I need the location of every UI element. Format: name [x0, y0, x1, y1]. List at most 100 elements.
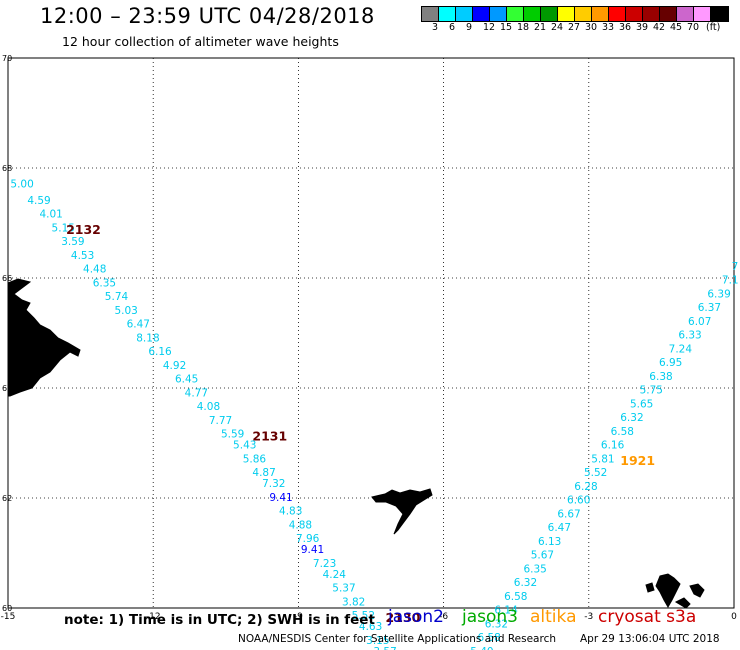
wave-height-value: 6.47: [127, 319, 150, 331]
legend-jason2: jason2: [388, 607, 444, 627]
map-frame: [7, 57, 735, 609]
color-scale-label: 27: [568, 22, 581, 33]
pass-number-label: 2132: [66, 222, 101, 237]
wave-height-value: 9.41: [301, 544, 324, 556]
wave-height-value: 5.75: [640, 385, 663, 397]
lon-tick-label: 0: [731, 612, 737, 622]
iceland-coastline: [7, 278, 81, 397]
color-scale-label: 12: [483, 22, 496, 33]
map-subtitle: 12 hour collection of altimeter wave hei…: [62, 34, 339, 49]
wave-height-value: 6.95: [659, 357, 682, 369]
color-swatch: [575, 7, 592, 21]
color-swatch: [439, 7, 456, 21]
wave-height-value: 6.07: [688, 316, 711, 328]
wave-height-value: 5.65: [630, 398, 653, 410]
lon-tick-label: -12: [146, 612, 161, 622]
wave-height-value: 6.58: [611, 426, 634, 438]
wave-height-value: 4.48: [83, 264, 106, 276]
wave-height-value: 4.59: [27, 195, 50, 207]
lat-tick-label: 68: [2, 164, 12, 173]
shetland-islands: [645, 573, 705, 609]
color-scale-label: 9: [466, 22, 473, 33]
wave-height-value: 5.03: [114, 305, 137, 317]
color-scale-label: 42: [653, 22, 666, 33]
wave-height-value: 5.43: [233, 440, 256, 452]
wave-height-value: 6.35: [93, 277, 116, 289]
color-swatch: [609, 7, 626, 21]
legend-jason3: jason3: [462, 607, 518, 627]
footer-credit: NOAA/NESDIS Center for Satellite Applica…: [238, 633, 556, 645]
wave-height-value: 4.87: [252, 467, 275, 479]
wave-height-value: 5.74: [105, 291, 129, 303]
wave-height-value: 9.41: [269, 492, 292, 504]
wave-height-value: 6.39: [707, 288, 730, 300]
color-scale-label: 6: [449, 22, 456, 33]
color-swatch: [558, 7, 575, 21]
wave-height-value: 7.23: [313, 558, 336, 570]
wave-height-value: 5.52: [352, 610, 375, 622]
wave-height-value: 7: [732, 261, 739, 273]
wave-height-value: 4.08: [197, 401, 220, 413]
wave-height-value: 7.24: [669, 343, 693, 355]
color-scale-label: (ft): [706, 22, 721, 33]
map-title: 12:00 – 23:59 UTC 04/28/2018: [40, 4, 375, 28]
faroe-islands: [371, 488, 433, 535]
color-swatch: [643, 7, 660, 21]
wave-height-value: 5.37: [332, 583, 355, 595]
pass-number-label: 2131: [252, 428, 287, 443]
wave-height-value: 7.77: [209, 415, 232, 427]
wave-height-value: 6.32: [514, 577, 537, 589]
altimeter-tracks: 5.004.594.015.153.594.534.486.355.745.03…: [10, 178, 738, 650]
color-scale-label: 15: [500, 22, 513, 33]
lon-tick-label: -3: [584, 612, 593, 622]
wave-height-value: 7.32: [262, 478, 285, 490]
pass-number-label: 2130: [386, 610, 421, 625]
wave-height-value: 5.00: [10, 178, 33, 190]
color-scale-label: 33: [602, 22, 615, 33]
color-scale-label: 70: [687, 22, 700, 33]
color-swatch: [473, 7, 490, 21]
color-scale-label: 45: [670, 22, 683, 33]
wave-height-value: 8.18: [136, 332, 159, 344]
wave-height-value: 6.35: [523, 563, 546, 575]
lat-tick-label: 60: [2, 604, 12, 613]
wave-height-value: 5.15: [52, 222, 75, 234]
wave-height-value: 5.67: [531, 550, 554, 562]
color-scale-label: 21: [534, 22, 547, 33]
wave-height-value: 5.40: [470, 646, 493, 650]
lat-tick-label: 62: [2, 494, 12, 503]
color-swatch: [456, 7, 473, 21]
wave-height-value: 6.67: [557, 508, 580, 520]
wave-height-value: 6.47: [548, 522, 571, 534]
footer-timestamp: Apr 29 13:06:04 UTC 2018: [580, 633, 720, 645]
wave-height-value: 4.63: [359, 621, 382, 633]
wave-height-value: 6.28: [574, 481, 597, 493]
wave-height-value: 7.1: [722, 275, 739, 287]
color-swatch: [524, 7, 541, 21]
color-scale-label: 36: [619, 22, 632, 33]
lat-tick-label: 64: [2, 384, 12, 393]
color-swatch: [422, 7, 439, 21]
wave-height-value: 3.57: [373, 646, 396, 650]
color-swatch: [711, 7, 728, 21]
color-swatch: [490, 7, 507, 21]
wave-height-value: 6.58: [504, 591, 527, 603]
wave-height-value: 4.77: [185, 387, 208, 399]
wave-height-value: 3.82: [342, 596, 365, 608]
wave-height-value: 5.52: [584, 467, 607, 479]
wave-height-value: 6.32: [485, 618, 508, 630]
color-swatch: [541, 7, 558, 21]
wave-height-value: 6.45: [175, 374, 198, 386]
wave-height-value: 3.15: [366, 635, 389, 647]
lat-tick-label: 70: [2, 54, 12, 63]
wave-height-value: 6.38: [649, 371, 672, 383]
wave-height-value: 6.60: [567, 495, 590, 507]
wave-height-value: 4.01: [39, 209, 62, 221]
color-swatch: [694, 7, 711, 21]
color-scale-bar: [421, 6, 729, 22]
legend-cryosat-s3a: cryosat s3a: [598, 607, 697, 627]
lat-tick-label: 66: [2, 274, 12, 283]
wave-height-value: 4.92: [163, 360, 186, 372]
wave-height-value: 5.81: [591, 453, 614, 465]
wave-height-value: 5.59: [221, 429, 244, 441]
